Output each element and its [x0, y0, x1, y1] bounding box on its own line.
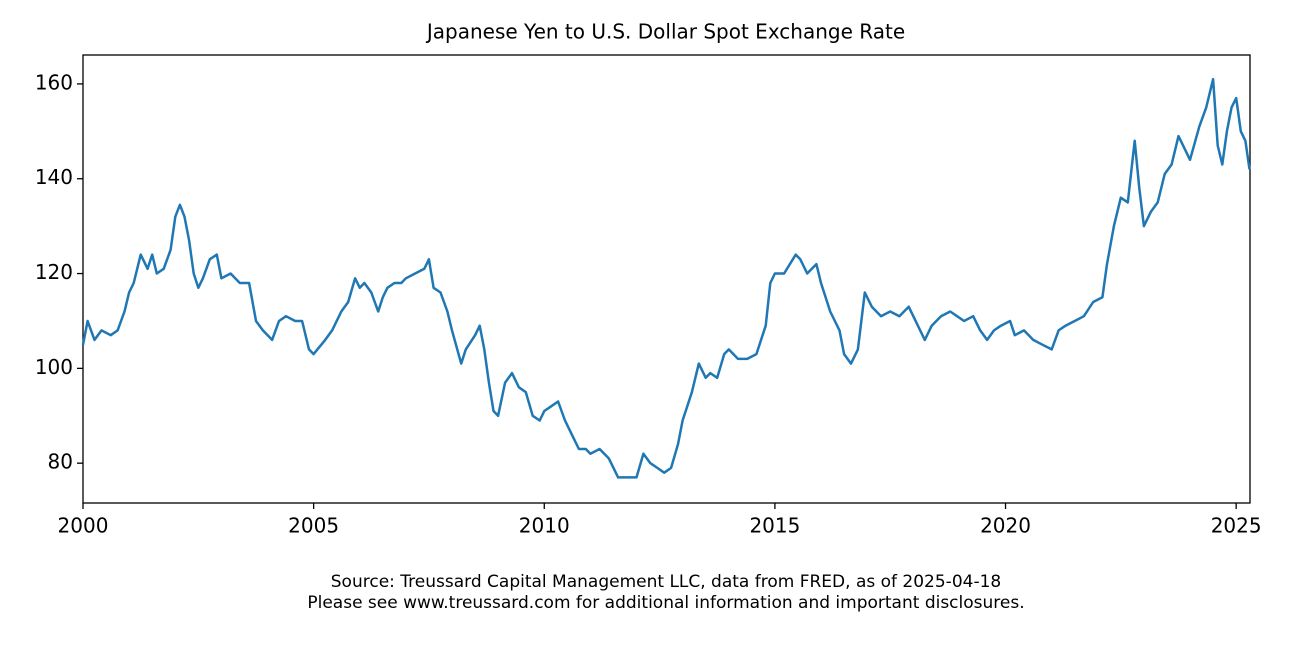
x-tick-label: 2025 [1211, 514, 1262, 538]
y-tick-label: 120 [35, 260, 73, 284]
y-tick-label: 140 [35, 165, 73, 189]
source-note: Source: Treussard Capital Management LLC… [331, 572, 1001, 592]
y-tick-label: 160 [35, 70, 73, 94]
plot-frame [82, 54, 1251, 504]
x-tick-label: 2015 [749, 514, 800, 538]
x-tick-label: 2010 [519, 514, 570, 538]
x-tick-label: 2020 [980, 514, 1031, 538]
disclaimer-note: Please see www.treussard.com for additio… [307, 593, 1024, 613]
x-tick-label: 2000 [58, 514, 109, 538]
y-tick-label: 80 [48, 450, 73, 474]
line-series [81, 77, 1251, 479]
chart-title: Japanese Yen to U.S. Dollar Spot Exchang… [425, 20, 905, 44]
x-tick-label: 2005 [288, 514, 339, 538]
y-tick-label: 100 [35, 355, 73, 379]
